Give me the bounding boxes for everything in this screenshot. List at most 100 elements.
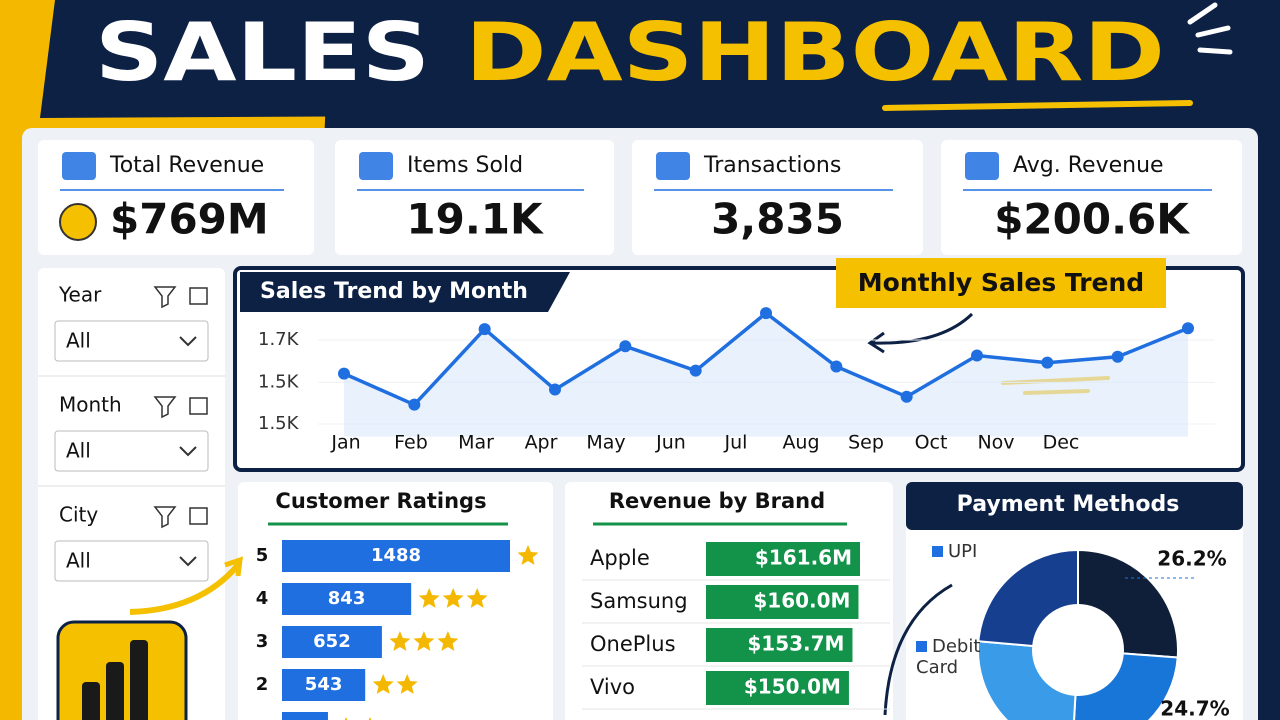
brand-value: $150.0M [744, 675, 841, 699]
ratings-title: Customer Ratings [275, 489, 486, 513]
dropdown-chevron [179, 336, 197, 347]
kpi-label: Items Sold [407, 153, 523, 178]
rating-bar [282, 712, 328, 720]
legend-label: UPI [948, 541, 977, 562]
kpi-card [941, 140, 1242, 255]
dropdown-value: All [66, 329, 91, 353]
rating-level: 4 [256, 588, 269, 609]
x-tick-label: Oct [915, 432, 948, 454]
x-tick-label: Sep [848, 432, 884, 454]
trend-area [344, 313, 1188, 437]
rating-value: 1488 [371, 545, 421, 566]
star-icon [389, 631, 411, 651]
y-tick-label: 1.7K [258, 329, 300, 350]
trend-point [549, 383, 561, 396]
trend-point [408, 398, 421, 411]
calendar-icon [189, 507, 208, 525]
rating-value: 843 [328, 588, 366, 609]
trend-title: Sales Trend by Month [260, 279, 528, 304]
payment-title: Payment Methods [957, 492, 1180, 517]
rating-value: 300 [286, 717, 324, 720]
x-tick-label: Dec [1043, 432, 1080, 454]
star-icon [344, 717, 348, 720]
trend-point [971, 349, 983, 362]
dropdown-value: All [66, 439, 91, 463]
brand-bar [706, 628, 853, 662]
x-tick-label: Jul [724, 432, 748, 454]
donut-hole [1032, 604, 1124, 696]
trend-point [338, 367, 350, 380]
brand-name: Samsung [590, 589, 688, 613]
filter-label: Month [59, 393, 122, 417]
x-tick-label: May [586, 432, 625, 454]
rating-level: 1 [256, 717, 269, 720]
trend-point [478, 323, 491, 336]
trend-point [1111, 350, 1124, 363]
dropdown[interactable] [54, 430, 209, 472]
coin-icon [59, 203, 97, 241]
title-underline [882, 100, 1193, 111]
x-tick-label: Apr [525, 432, 558, 454]
powerbi-bars [82, 640, 148, 720]
rating-value: 543 [305, 674, 343, 695]
brand-value: $161.6M [755, 546, 852, 570]
dropdown-chevron [179, 446, 197, 457]
star-icon [466, 588, 488, 608]
rating-level: 2 [256, 674, 269, 695]
dropdown[interactable] [54, 540, 209, 582]
x-tick-label: Jun [655, 432, 686, 454]
title-accent: DASHBOARD [465, 6, 1165, 99]
rating-bar [282, 583, 412, 615]
payment-header [906, 482, 1243, 530]
rating-level: 3 [256, 631, 269, 652]
brand-value: $160.0M [753, 589, 850, 613]
rating-bar [282, 669, 366, 701]
legend-swatch [932, 546, 943, 557]
kpi-label: Total Revenue [109, 153, 264, 178]
star-icon [437, 631, 459, 651]
segment-label: 24.7% [1160, 697, 1229, 720]
kpi-label: Transactions [703, 153, 841, 178]
filter-label: City [59, 503, 98, 527]
brand-bar [706, 585, 859, 619]
filter-icon [153, 396, 177, 419]
kpi-value: $200.6K [994, 195, 1190, 244]
brand-name: OnePlus [590, 632, 676, 656]
decor-arrowhead [224, 556, 243, 577]
brand-title: Revenue by Brand [609, 489, 825, 513]
y-tick-label: 1.5K [258, 413, 300, 434]
filter-label: Year [58, 283, 102, 307]
kpi-card [632, 140, 923, 255]
trend-title-tab [240, 272, 570, 312]
segment-label: 26.2% [1157, 547, 1226, 571]
x-tick-label: Nov [977, 432, 1014, 454]
brand-bar [706, 671, 849, 705]
filter-icon [153, 506, 177, 529]
dropdown[interactable] [54, 320, 209, 362]
dropdown-value: All [66, 549, 91, 573]
trend-point [619, 340, 632, 353]
star-icon [517, 545, 539, 565]
decor-arrow [129, 563, 241, 615]
trend-point [1041, 356, 1054, 369]
y-tick-label: 1.5K [258, 371, 300, 392]
rating-bar [282, 626, 382, 658]
star-icon [442, 588, 464, 608]
brand-bar [706, 542, 860, 576]
sparkle [1187, 2, 1233, 55]
x-tick-label: Mar [458, 432, 494, 454]
brand-name: Apple [590, 546, 650, 570]
trend-point [900, 390, 913, 403]
callout-arrow [871, 312, 974, 345]
title-banner [40, 0, 1190, 118]
x-tick-label: Jan [330, 432, 360, 454]
trend-point [689, 364, 702, 377]
trend-point [830, 360, 843, 373]
kpi-icon [965, 152, 999, 180]
legend-label: Debit Card [916, 636, 980, 678]
filter-icon [153, 286, 177, 309]
trend-point [1182, 322, 1194, 335]
kpi-value: $769M [110, 195, 269, 244]
kpi-card [38, 140, 314, 255]
